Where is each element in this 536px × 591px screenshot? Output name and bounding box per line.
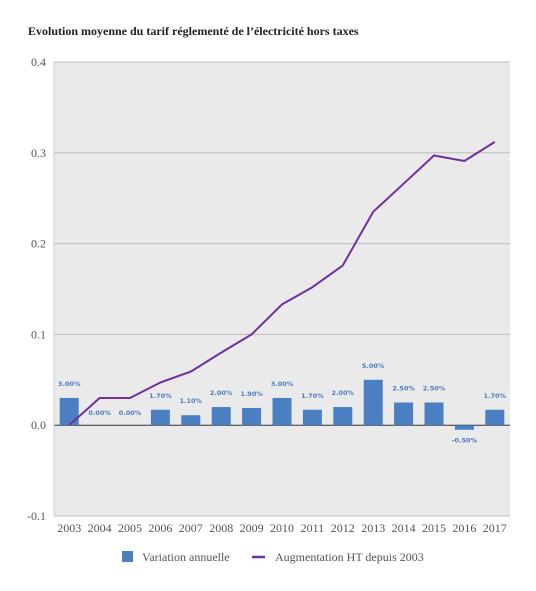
x-tick-label: 2004: [88, 521, 112, 535]
gridlines: [53, 61, 510, 517]
x-tick-label: 2016: [452, 521, 476, 535]
x-tick-label: 2006: [148, 521, 172, 535]
bar-data-label: 1.70%: [484, 392, 507, 400]
plot-background: [54, 62, 510, 516]
bar-data-label: -0.50%: [452, 437, 478, 445]
bar-data-label: 1.90%: [240, 390, 263, 398]
legend-label-line: Augmentation HT depuis 2003: [275, 550, 424, 564]
y-tick-label: 0.1: [31, 327, 46, 341]
bar-data-label: 0.00%: [88, 409, 111, 417]
x-axis-ticks: 2003 2004 2005 2006 2007 2008 2009 2010 2011 2012…: [57, 521, 507, 535]
bar-data-label: 2.50%: [423, 385, 446, 393]
bar: [424, 402, 444, 426]
legend-label-bar: Variation annuelle: [142, 550, 230, 564]
bar: [181, 415, 201, 426]
y-axis-ticks: -0.1 0.0 0.1 0.2 0.3 0.4: [27, 55, 46, 523]
bar-data-label: 1.10%: [180, 397, 203, 405]
x-tick-label: 2015: [422, 521, 446, 535]
y-tick-label: 0.0: [31, 418, 46, 432]
bar: [59, 397, 79, 426]
legend-swatch-bar: [122, 551, 133, 562]
x-tick-label: 2017: [483, 521, 507, 535]
y-tick-label: 0.4: [31, 55, 46, 69]
bar: [272, 397, 292, 426]
x-tick-label: 2009: [240, 521, 264, 535]
x-tick-label: 2007: [179, 521, 203, 535]
y-tick-label: 0.2: [31, 237, 46, 251]
legend: Variation annuelle Augmentation HT depui…: [122, 550, 424, 564]
data-labels: 3.00% 0.00% 0.00% 1.70% 1.10% 2.00% 1.90% 3.00%…: [58, 362, 507, 445]
x-tick-label: 2014: [392, 521, 416, 535]
line-series-path: [68, 141, 496, 426]
bar: [242, 407, 262, 426]
bar-series: [59, 379, 505, 430]
bar: [302, 409, 322, 426]
bar: [485, 409, 505, 426]
bar-data-label: 2.00%: [210, 389, 233, 397]
bar: [150, 409, 170, 426]
x-tick-label: 2010: [270, 521, 294, 535]
chart-title: Evolution moyenne du tarif réglementé de…: [28, 24, 359, 38]
y-tick-label: 0.3: [31, 146, 46, 160]
bar-data-label: 1.70%: [301, 392, 324, 400]
x-tick-label: 2011: [301, 521, 325, 535]
bar-data-label: 1.70%: [149, 392, 172, 400]
bar: [333, 407, 353, 426]
bar-data-label: 3.00%: [271, 380, 294, 388]
x-tick-label: 2013: [361, 521, 385, 535]
bar: [363, 379, 383, 426]
bar: [211, 407, 231, 426]
bar-data-label: 0.00%: [119, 409, 142, 417]
x-tick-label: 2008: [209, 521, 233, 535]
bar: [394, 402, 414, 426]
y-tick-label: -0.1: [27, 509, 46, 523]
bar: [454, 425, 474, 430]
bar-data-label: 3.00%: [58, 380, 81, 388]
bar-data-label: 2.50%: [392, 385, 415, 393]
bar-data-label: 2.00%: [332, 389, 355, 397]
line-series: [68, 141, 496, 426]
bar-data-label: 5.00%: [362, 362, 385, 370]
x-tick-label: 2012: [331, 521, 355, 535]
x-tick-label: 2003: [57, 521, 81, 535]
x-tick-label: 2005: [118, 521, 142, 535]
